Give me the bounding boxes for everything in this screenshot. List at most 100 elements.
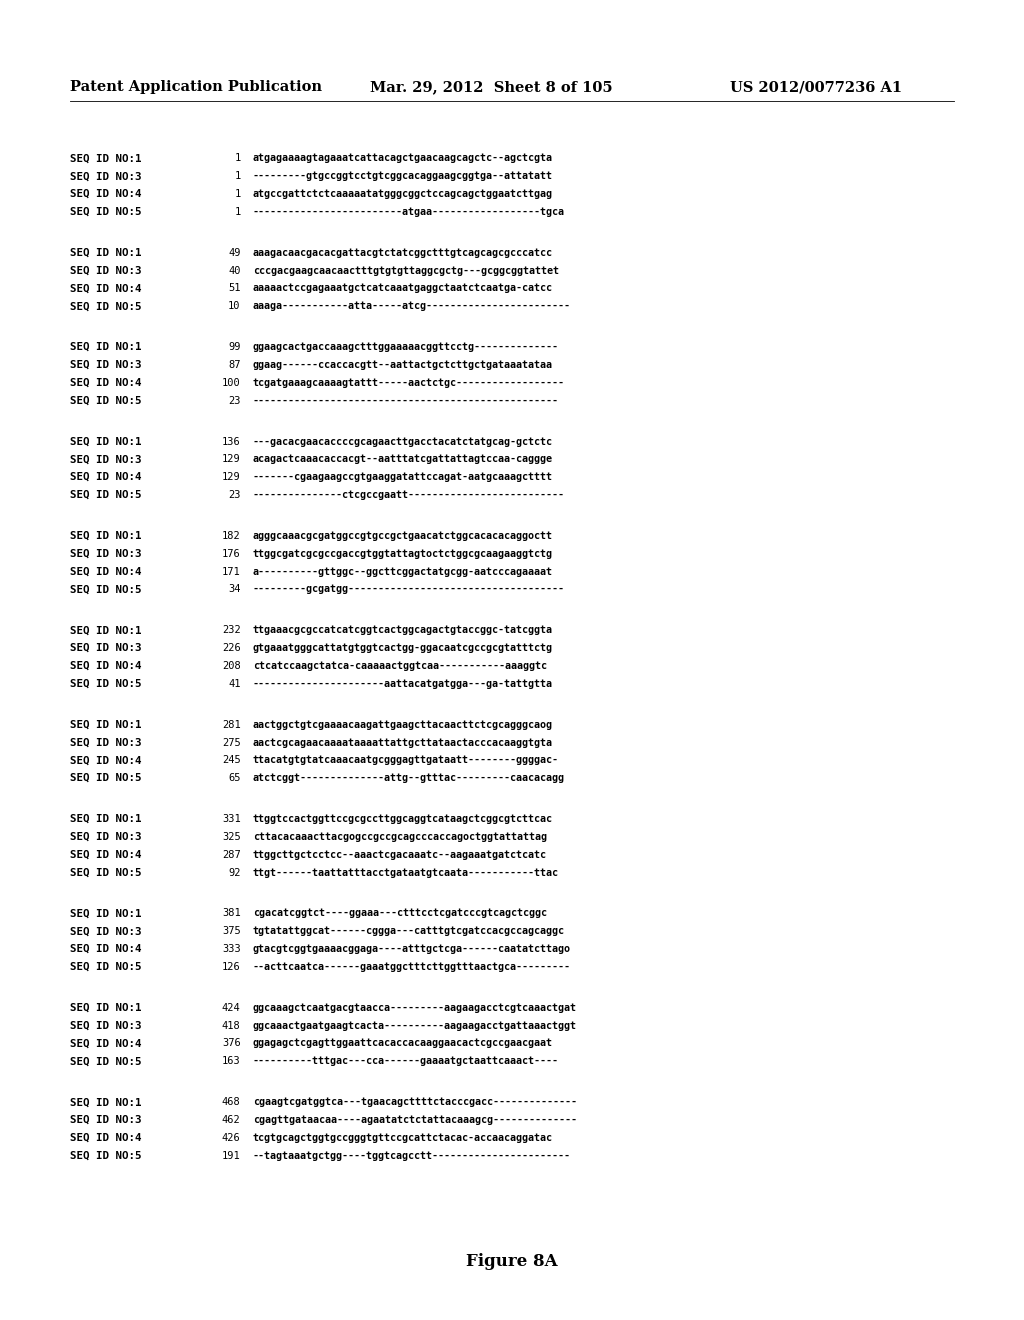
Text: aactcgcagaacaaaataaaattattgcttataactacccacaaggtgta: aactcgcagaacaaaataaaattattgcttataactaccc… xyxy=(253,738,553,747)
Text: SEQ ID NO:4: SEQ ID NO:4 xyxy=(70,284,141,293)
Text: ggaagcactgaccaaagctttggaaaaacggttcctg--------------: ggaagcactgaccaaagctttggaaaaacggttcctg---… xyxy=(253,342,559,352)
Text: 34: 34 xyxy=(228,585,241,594)
Text: Mar. 29, 2012  Sheet 8 of 105: Mar. 29, 2012 Sheet 8 of 105 xyxy=(370,81,612,94)
Text: SEQ ID NO:5: SEQ ID NO:5 xyxy=(70,585,141,594)
Text: 87: 87 xyxy=(228,360,241,370)
Text: SEQ ID NO:1: SEQ ID NO:1 xyxy=(70,437,141,446)
Text: SEQ ID NO:1: SEQ ID NO:1 xyxy=(70,153,141,164)
Text: 176: 176 xyxy=(222,549,241,558)
Text: SEQ ID NO:1: SEQ ID NO:1 xyxy=(70,626,141,635)
Text: SEQ ID NO:3: SEQ ID NO:3 xyxy=(70,360,141,370)
Text: atgccgattctctcaaaaatatgggcggctccagcagctggaatcttgag: atgccgattctctcaaaaatatgggcggctccagcagctg… xyxy=(253,189,553,199)
Text: 163: 163 xyxy=(222,1056,241,1067)
Text: ggagagctcgagttggaattcacaccacaaggaacactcgccgaacgaat: ggagagctcgagttggaattcacaccacaaggaacactcg… xyxy=(253,1039,553,1048)
Text: 245: 245 xyxy=(222,755,241,766)
Text: SEQ ID NO:5: SEQ ID NO:5 xyxy=(70,396,141,405)
Text: ttgt------taattatttacctgataatgtcaata-----------ttac: ttgt------taattatttacctgataatgtcaata----… xyxy=(253,867,559,878)
Text: SEQ ID NO:3: SEQ ID NO:3 xyxy=(70,1115,141,1125)
Text: ---------------ctcgccgaatt--------------------------: ---------------ctcgccgaatt--------------… xyxy=(253,490,565,500)
Text: 1: 1 xyxy=(234,207,241,216)
Text: 226: 226 xyxy=(222,643,241,653)
Text: SEQ ID NO:5: SEQ ID NO:5 xyxy=(70,774,141,783)
Text: 92: 92 xyxy=(228,867,241,878)
Text: SEQ ID NO:4: SEQ ID NO:4 xyxy=(70,189,141,199)
Text: 287: 287 xyxy=(222,850,241,859)
Text: gtacgtcggtgaaaacggaga----atttgctcga------caatatcttago: gtacgtcggtgaaaacggaga----atttgctcga-----… xyxy=(253,944,570,954)
Text: 325: 325 xyxy=(222,832,241,842)
Text: 10: 10 xyxy=(228,301,241,312)
Text: SEQ ID NO:5: SEQ ID NO:5 xyxy=(70,207,141,216)
Text: ggaag------ccaccacgtt--aattactgctcttgctgataaatataa: ggaag------ccaccacgtt--aattactgctcttgctg… xyxy=(253,360,553,370)
Text: 462: 462 xyxy=(222,1115,241,1125)
Text: 51: 51 xyxy=(228,284,241,293)
Text: ttggcgatcgcgccgaccgtggtattagtoctctggcgcaagaaggtctg: ttggcgatcgcgccgaccgtggtattagtoctctggcgca… xyxy=(253,549,553,558)
Text: acagactcaaacaccacgt--aatttatcgattattagtccaa-caggge: acagactcaaacaccacgt--aatttatcgattattagtc… xyxy=(253,454,553,465)
Text: SEQ ID NO:5: SEQ ID NO:5 xyxy=(70,301,141,312)
Text: ----------tttgac---cca------gaaaatgctaattcaaact----: ----------tttgac---cca------gaaaatgctaat… xyxy=(253,1056,559,1067)
Text: SEQ ID NO:3: SEQ ID NO:3 xyxy=(70,832,141,842)
Text: SEQ ID NO:1: SEQ ID NO:1 xyxy=(70,531,141,541)
Text: SEQ ID NO:1: SEQ ID NO:1 xyxy=(70,1097,141,1107)
Text: 23: 23 xyxy=(228,396,241,405)
Text: 126: 126 xyxy=(222,962,241,972)
Text: SEQ ID NO:4: SEQ ID NO:4 xyxy=(70,566,141,577)
Text: 182: 182 xyxy=(222,531,241,541)
Text: 65: 65 xyxy=(228,774,241,783)
Text: 331: 331 xyxy=(222,814,241,824)
Text: SEQ ID NO:3: SEQ ID NO:3 xyxy=(70,738,141,747)
Text: cccgacgaagcaacaactttgtgtgttaggcgctg---gcggcggtattet: cccgacgaagcaacaactttgtgtgttaggcgctg---gc… xyxy=(253,265,559,276)
Text: SEQ ID NO:3: SEQ ID NO:3 xyxy=(70,549,141,558)
Text: ttggcttgctcctcc--aaactcgacaaatc--aagaaatgatctcatc: ttggcttgctcctcc--aaactcgacaaatc--aagaaat… xyxy=(253,850,547,859)
Text: 129: 129 xyxy=(222,454,241,465)
Text: ttggtccactggttccgcgccttggcaggtcataagctcggcgtcttcac: ttggtccactggttccgcgccttggcaggtcataagctcg… xyxy=(253,814,553,824)
Text: SEQ ID NO:5: SEQ ID NO:5 xyxy=(70,962,141,972)
Text: --tagtaaatgctgg----tggtcagcctt-----------------------: --tagtaaatgctgg----tggtcagcctt----------… xyxy=(253,1151,570,1160)
Text: SEQ ID NO:5: SEQ ID NO:5 xyxy=(70,490,141,500)
Text: Figure 8A: Figure 8A xyxy=(466,1254,558,1270)
Text: agggcaaacgcgatggccgtgccgctgaacatctggcacacacaggoctt: agggcaaacgcgatggccgtgccgctgaacatctggcaca… xyxy=(253,531,553,541)
Text: SEQ ID NO:5: SEQ ID NO:5 xyxy=(70,1056,141,1067)
Text: SEQ ID NO:4: SEQ ID NO:4 xyxy=(70,944,141,954)
Text: 49: 49 xyxy=(228,248,241,257)
Text: 41: 41 xyxy=(228,678,241,689)
Text: 1: 1 xyxy=(234,189,241,199)
Text: atctcggt--------------attg--gtttac---------caacacagg: atctcggt--------------attg--gtttac------… xyxy=(253,774,565,783)
Text: 281: 281 xyxy=(222,719,241,730)
Text: 275: 275 xyxy=(222,738,241,747)
Text: ttacatgtgtatcaaacaatgcgggagttgataatt--------ggggac-: ttacatgtgtatcaaacaatgcgggagttgataatt----… xyxy=(253,755,559,766)
Text: gtgaaatgggcattatgtggtcactgg-ggacaatcgccgcgtatttctg: gtgaaatgggcattatgtggtcactgg-ggacaatcgccg… xyxy=(253,643,553,653)
Text: SEQ ID NO:3: SEQ ID NO:3 xyxy=(70,1020,141,1031)
Text: 333: 333 xyxy=(222,944,241,954)
Text: aaaaactccgagaaatgctcatcaaatgaggctaatctcaatga-catcc: aaaaactccgagaaatgctcatcaaatgaggctaatctca… xyxy=(253,284,553,293)
Text: SEQ ID NO:1: SEQ ID NO:1 xyxy=(70,908,141,919)
Text: SEQ ID NO:4: SEQ ID NO:4 xyxy=(70,1039,141,1048)
Text: SEQ ID NO:4: SEQ ID NO:4 xyxy=(70,661,141,671)
Text: 23: 23 xyxy=(228,490,241,500)
Text: 171: 171 xyxy=(222,566,241,577)
Text: SEQ ID NO:1: SEQ ID NO:1 xyxy=(70,248,141,257)
Text: cgaagtcgatggtca---tgaacagcttttctacccgacc--------------: cgaagtcgatggtca---tgaacagcttttctacccgacc… xyxy=(253,1097,577,1107)
Text: 208: 208 xyxy=(222,661,241,671)
Text: ggcaaactgaatgaagtcacta----------aagaagacctgattaaactggt: ggcaaactgaatgaagtcacta----------aagaagac… xyxy=(253,1020,577,1031)
Text: 426: 426 xyxy=(222,1133,241,1143)
Text: ---------gtgccggtcctgtcggcacaggaagcggtga--attatatt: ---------gtgccggtcctgtcggcacaggaagcggtga… xyxy=(253,172,553,181)
Text: SEQ ID NO:5: SEQ ID NO:5 xyxy=(70,1151,141,1160)
Text: tcgtgcagctggtgccgggtgttccgcattctacac-accaacaggatac: tcgtgcagctggtgccgggtgttccgcattctacac-acc… xyxy=(253,1133,553,1143)
Text: 1: 1 xyxy=(234,172,241,181)
Text: ----------------------aattacatgatgga---ga-tattgtta: ----------------------aattacatgatgga---g… xyxy=(253,678,553,689)
Text: SEQ ID NO:4: SEQ ID NO:4 xyxy=(70,378,141,388)
Text: SEQ ID NO:3: SEQ ID NO:3 xyxy=(70,265,141,276)
Text: cttacacaaacttacgogccgccgcagcccaccagoctggtattattag: cttacacaaacttacgogccgccgcagcccaccagoctgg… xyxy=(253,832,547,842)
Text: cgacatcggtct----ggaaa---ctttcctcgatcccgtcagctcggc: cgacatcggtct----ggaaa---ctttcctcgatcccgt… xyxy=(253,908,547,919)
Text: atgagaaaagtagaaatcattacagctgaacaagcagctc--agctcgta: atgagaaaagtagaaatcattacagctgaacaagcagctc… xyxy=(253,153,553,164)
Text: SEQ ID NO:1: SEQ ID NO:1 xyxy=(70,719,141,730)
Text: 99: 99 xyxy=(228,342,241,352)
Text: --acttcaatca------gaaatggctttcttggtttaactgca---------: --acttcaatca------gaaatggctttcttggtttaac… xyxy=(253,962,570,972)
Text: a----------gttggc--ggcttcggactatgcgg-aatcccagaaaat: a----------gttggc--ggcttcggactatgcgg-aat… xyxy=(253,566,553,577)
Text: 129: 129 xyxy=(222,473,241,482)
Text: cgagttgataacaa----agaatatctctattacaaagcg--------------: cgagttgataacaa----agaatatctctattacaaagcg… xyxy=(253,1115,577,1125)
Text: aaagacaacgacacgattacgtctatcggctttgtcagcagcgcccatcc: aaagacaacgacacgattacgtctatcggctttgtcagca… xyxy=(253,248,553,257)
Text: 1: 1 xyxy=(234,153,241,164)
Text: 191: 191 xyxy=(222,1151,241,1160)
Text: ---------gcgatgg------------------------------------: ---------gcgatgg------------------------… xyxy=(253,585,565,594)
